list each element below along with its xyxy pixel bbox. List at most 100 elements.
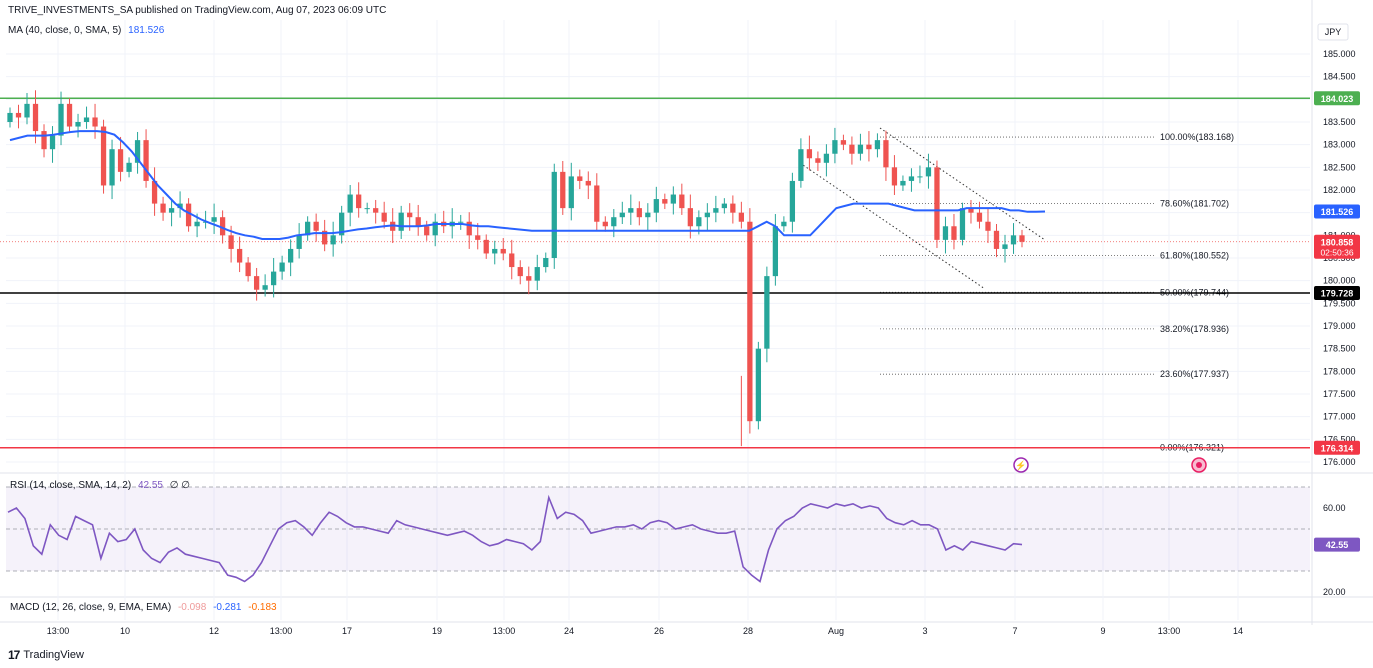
candle-body <box>645 212 651 218</box>
lightning-event-icon <box>1013 457 1029 473</box>
candle <box>475 223 481 250</box>
level-tag-label: 184.023 <box>1321 94 1354 104</box>
time-tick-label: 17 <box>342 626 352 636</box>
candle-body <box>849 144 855 154</box>
candle-body <box>66 103 73 127</box>
candle <box>968 199 974 224</box>
candle <box>364 202 370 214</box>
candle-body <box>883 140 889 168</box>
candle <box>15 104 22 129</box>
tradingview-logo[interactable]: 17 TradingView <box>8 648 84 662</box>
candle-body <box>398 212 404 231</box>
time-tick-label: Aug <box>828 626 844 636</box>
candle <box>330 221 336 257</box>
candle-body <box>764 276 770 349</box>
candle-body <box>381 212 387 222</box>
candle <box>415 204 421 236</box>
candle <box>730 195 736 224</box>
candle-body <box>185 203 192 227</box>
candle <box>32 90 39 144</box>
candle-body <box>602 221 608 227</box>
candle-body <box>117 149 124 172</box>
candle-body <box>228 235 234 249</box>
candle-body <box>75 122 81 127</box>
time-tick-label: 9 <box>1100 626 1105 636</box>
candle <box>424 220 430 241</box>
candle <box>798 138 804 188</box>
candle-body <box>49 135 56 150</box>
candle-body <box>662 199 668 204</box>
candle-body <box>832 140 838 154</box>
price-tick-label: 183.500 <box>1323 117 1356 127</box>
ma-line <box>9 130 1046 240</box>
level-tag <box>1314 440 1360 455</box>
candle <box>305 216 311 241</box>
candle-body <box>305 221 311 236</box>
candle <box>619 201 625 224</box>
candle-body <box>313 221 319 231</box>
price-tick-label: 182.000 <box>1323 185 1356 195</box>
candle-body <box>83 117 90 122</box>
candle-body <box>900 180 906 186</box>
candle-body <box>1019 235 1025 242</box>
candle-body <box>356 194 362 209</box>
candle <box>483 234 489 259</box>
candle <box>262 274 268 297</box>
publisher-line: TRIVE_INVESTMENTS_SA published on Tradin… <box>8 5 387 16</box>
candle <box>75 113 81 138</box>
candle-body <box>322 230 328 245</box>
price-tag-label: 180.858 <box>1321 237 1354 247</box>
candle <box>951 214 957 250</box>
time-tick-label: 26 <box>654 626 664 636</box>
currency-box <box>1317 23 1349 41</box>
candle <box>41 124 47 158</box>
time-tick-label: 28 <box>743 626 753 636</box>
candle-body <box>126 162 132 172</box>
candle <box>322 219 328 252</box>
flag-event-icon-center <box>1196 462 1202 468</box>
price-tick-label: 183.000 <box>1323 140 1356 150</box>
candle <box>1019 229 1025 248</box>
candle <box>755 341 762 430</box>
time-tick-label: 7 <box>1012 626 1017 636</box>
candle <box>874 133 881 158</box>
rsi-legend-value: 42.55 <box>137 480 163 491</box>
candle-body <box>500 248 506 254</box>
candle-body <box>560 171 566 209</box>
candle-body <box>857 144 864 154</box>
candle-body <box>798 149 804 181</box>
fib-label: 38.20%(178.936) <box>1160 324 1229 334</box>
rsi-line <box>7 494 1023 583</box>
price-tag-label: 181.526 <box>1321 207 1354 217</box>
candle <box>713 195 719 223</box>
channel-lower-line <box>799 162 986 290</box>
candle-body <box>270 271 277 286</box>
candle <box>832 127 838 164</box>
candle <box>296 223 302 259</box>
macd-legend-label: MACD (12, 26, close, 9, EMA, EMA) <box>10 602 172 613</box>
price-tick-label: 185.000 <box>1323 49 1356 59</box>
ma-legend-label: MA (40, close, 0, SMA, 5) <box>8 25 122 36</box>
candle <box>109 139 115 200</box>
candle-body <box>492 248 498 254</box>
candle <box>594 173 600 232</box>
candle <box>245 257 251 282</box>
candle-body <box>32 103 39 132</box>
price-tick-label: 179.500 <box>1323 298 1356 308</box>
candle-body <box>738 212 744 222</box>
candle-body <box>713 208 719 213</box>
candle <box>636 201 642 226</box>
fib-label: 23.60%(177.937) <box>1160 369 1229 379</box>
candle-body <box>347 194 353 213</box>
candle-body <box>58 103 64 136</box>
candle-body <box>755 348 762 422</box>
channel-upper-line <box>879 127 1046 241</box>
time-tick-label: 12 <box>209 626 219 636</box>
candle-body <box>985 221 991 231</box>
candle <box>679 183 685 215</box>
price-tick-label: 182.500 <box>1323 162 1356 172</box>
candle-body <box>687 208 693 227</box>
candle-body <box>219 217 226 236</box>
price-tick-label: 176.500 <box>1323 434 1356 444</box>
